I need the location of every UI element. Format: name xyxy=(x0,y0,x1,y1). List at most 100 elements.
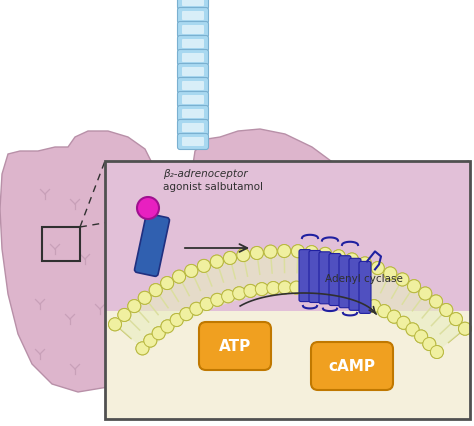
Circle shape xyxy=(397,317,410,329)
Circle shape xyxy=(397,317,410,329)
Circle shape xyxy=(222,290,235,303)
FancyArrowPatch shape xyxy=(185,245,247,252)
Circle shape xyxy=(144,334,157,347)
FancyBboxPatch shape xyxy=(182,26,204,35)
FancyBboxPatch shape xyxy=(359,262,371,314)
Circle shape xyxy=(200,298,213,311)
Circle shape xyxy=(152,327,165,340)
Circle shape xyxy=(185,265,198,278)
Circle shape xyxy=(429,295,443,308)
Circle shape xyxy=(185,265,198,278)
Circle shape xyxy=(305,246,318,259)
Circle shape xyxy=(419,287,432,300)
Circle shape xyxy=(415,330,428,343)
Circle shape xyxy=(180,308,193,321)
Circle shape xyxy=(161,277,173,290)
Circle shape xyxy=(149,284,162,297)
FancyBboxPatch shape xyxy=(182,68,204,77)
Circle shape xyxy=(255,283,268,296)
Circle shape xyxy=(161,320,174,333)
Circle shape xyxy=(357,296,370,308)
Circle shape xyxy=(301,282,314,295)
Circle shape xyxy=(324,286,337,299)
Circle shape xyxy=(211,294,224,307)
FancyBboxPatch shape xyxy=(299,250,311,302)
Circle shape xyxy=(233,287,246,300)
Circle shape xyxy=(264,245,277,259)
Circle shape xyxy=(367,300,381,313)
FancyBboxPatch shape xyxy=(177,9,209,24)
Bar xyxy=(105,311,470,419)
FancyBboxPatch shape xyxy=(182,110,204,119)
Circle shape xyxy=(278,281,292,294)
Text: β₂-adrenoceptor: β₂-adrenoceptor xyxy=(163,169,247,178)
Circle shape xyxy=(324,286,337,299)
Circle shape xyxy=(301,282,314,295)
Circle shape xyxy=(267,282,280,295)
Circle shape xyxy=(237,249,250,262)
FancyBboxPatch shape xyxy=(182,40,204,49)
Text: ATP: ATP xyxy=(219,339,251,354)
Circle shape xyxy=(180,308,193,321)
Circle shape xyxy=(267,282,280,295)
Circle shape xyxy=(138,292,151,305)
Bar xyxy=(105,161,470,419)
FancyBboxPatch shape xyxy=(182,138,204,147)
FancyBboxPatch shape xyxy=(177,0,209,11)
FancyBboxPatch shape xyxy=(177,78,209,94)
Circle shape xyxy=(313,284,326,296)
Circle shape xyxy=(144,334,157,347)
Circle shape xyxy=(406,323,419,336)
FancyBboxPatch shape xyxy=(319,252,331,304)
Circle shape xyxy=(290,282,303,294)
Circle shape xyxy=(332,250,345,263)
Circle shape xyxy=(440,304,453,317)
FancyBboxPatch shape xyxy=(182,124,204,132)
Circle shape xyxy=(423,338,436,351)
Circle shape xyxy=(190,302,203,316)
FancyBboxPatch shape xyxy=(177,64,209,81)
Circle shape xyxy=(290,282,303,294)
Circle shape xyxy=(346,253,358,266)
FancyBboxPatch shape xyxy=(311,342,393,390)
Circle shape xyxy=(118,309,131,322)
Circle shape xyxy=(346,253,358,266)
Circle shape xyxy=(378,305,391,318)
Circle shape xyxy=(250,247,264,260)
FancyBboxPatch shape xyxy=(182,54,204,63)
Text: Adenyl cyclase: Adenyl cyclase xyxy=(325,273,403,283)
FancyBboxPatch shape xyxy=(199,322,271,370)
Circle shape xyxy=(458,322,472,335)
Circle shape xyxy=(161,277,173,290)
Polygon shape xyxy=(0,132,165,392)
Circle shape xyxy=(408,280,420,293)
Circle shape xyxy=(419,287,432,300)
Circle shape xyxy=(128,300,141,313)
FancyBboxPatch shape xyxy=(339,256,351,308)
FancyBboxPatch shape xyxy=(182,12,204,21)
Circle shape xyxy=(449,313,463,326)
Circle shape xyxy=(332,250,345,263)
Circle shape xyxy=(378,305,391,318)
Circle shape xyxy=(264,245,277,259)
FancyBboxPatch shape xyxy=(182,82,204,91)
Circle shape xyxy=(449,313,463,326)
Circle shape xyxy=(161,320,174,333)
FancyBboxPatch shape xyxy=(177,92,209,108)
Circle shape xyxy=(384,267,397,280)
Polygon shape xyxy=(115,251,465,356)
Circle shape xyxy=(313,284,326,296)
Circle shape xyxy=(152,327,165,340)
Circle shape xyxy=(170,314,183,327)
Circle shape xyxy=(367,300,381,313)
Circle shape xyxy=(210,256,223,268)
Circle shape xyxy=(250,247,264,260)
Circle shape xyxy=(429,295,443,308)
Circle shape xyxy=(440,304,453,317)
Circle shape xyxy=(319,248,332,261)
Circle shape xyxy=(458,322,472,335)
FancyBboxPatch shape xyxy=(177,106,209,122)
Text: agonist salbutamol: agonist salbutamol xyxy=(163,181,263,192)
Circle shape xyxy=(223,252,237,265)
Circle shape xyxy=(237,249,250,262)
